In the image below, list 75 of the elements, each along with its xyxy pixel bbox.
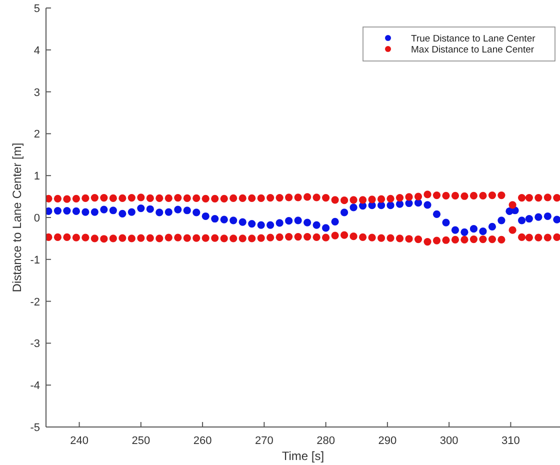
y-tick-label: -4: [30, 380, 40, 392]
point: [479, 228, 487, 236]
point: [350, 204, 358, 212]
y-tick-label: -1: [30, 254, 40, 266]
point: [377, 202, 386, 210]
point: [304, 218, 312, 226]
point: [238, 218, 246, 226]
point: [82, 208, 90, 216]
point: [386, 202, 394, 210]
point: [156, 208, 164, 216]
point: [164, 208, 172, 216]
point: [331, 218, 339, 226]
point: [312, 221, 320, 229]
point: [183, 206, 191, 214]
y-tick-label: -2: [30, 296, 40, 308]
x-tick-label: 290: [378, 435, 397, 447]
point: [294, 216, 302, 224]
point: [248, 220, 256, 228]
point: [54, 206, 62, 215]
point: [118, 210, 126, 218]
point: [525, 214, 533, 223]
point: [424, 201, 432, 209]
point: [405, 199, 413, 208]
point: [460, 228, 468, 236]
point: [90, 208, 98, 216]
point: [192, 208, 200, 216]
point: [322, 224, 330, 232]
y-tick-label: 1: [34, 170, 40, 183]
point: [230, 216, 238, 224]
point: [202, 212, 210, 220]
x-tick-label: 270: [254, 435, 274, 447]
point: [211, 214, 219, 223]
point: [100, 206, 108, 214]
y-tick-label: -3: [30, 338, 40, 350]
x-tick-label: 260: [193, 435, 212, 447]
y-tick-label: 0: [34, 212, 40, 224]
point: [553, 216, 560, 224]
point: [63, 206, 71, 215]
point: [220, 216, 228, 224]
point: [137, 204, 145, 212]
x-tick-label: 280: [316, 435, 335, 447]
point: [414, 199, 422, 207]
point: [266, 221, 274, 229]
point: [544, 212, 552, 220]
point: [72, 207, 80, 216]
point: [534, 213, 542, 221]
y-tick-label: 3: [34, 86, 40, 99]
x-tick-label: 240: [70, 435, 88, 447]
x-tick-label: 250: [132, 435, 150, 447]
y-tick-label: -5: [30, 422, 40, 434]
y-tick-label: 5: [34, 3, 40, 15]
point: [340, 208, 348, 216]
point: [257, 221, 265, 229]
point: [174, 206, 182, 214]
point: [432, 210, 441, 218]
point: [518, 216, 526, 224]
point: [109, 206, 117, 214]
y-tick-label: 2: [34, 128, 40, 141]
point: [470, 225, 478, 233]
x-tick-label: 300: [440, 435, 458, 447]
point: [442, 218, 450, 226]
point: [276, 219, 284, 227]
y-tick-label: 4: [34, 44, 40, 57]
point: [488, 222, 496, 231]
y-axis-title: Distance to Lane Center [m]: [10, 142, 24, 292]
point: [498, 216, 506, 224]
x-axis-title: Time [s]: [282, 449, 324, 463]
point: [285, 217, 293, 225]
point: [451, 226, 460, 234]
legend-label: True Distance to Lane Center: [411, 34, 536, 44]
legend-label: Max Distance to Lane Center: [411, 44, 534, 56]
point: [128, 208, 136, 216]
x-tick-label: 310: [502, 435, 520, 447]
point: [146, 205, 154, 213]
point: [46, 207, 52, 216]
